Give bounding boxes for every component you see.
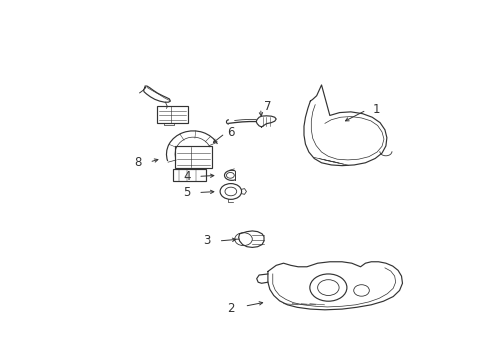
Text: 7: 7 — [264, 100, 271, 113]
Text: 2: 2 — [227, 302, 234, 315]
Text: 3: 3 — [203, 234, 210, 247]
Text: 8: 8 — [135, 156, 142, 168]
Text: 6: 6 — [227, 126, 234, 139]
Text: 5: 5 — [183, 186, 190, 199]
Text: 1: 1 — [372, 103, 380, 116]
Text: 4: 4 — [183, 170, 190, 183]
